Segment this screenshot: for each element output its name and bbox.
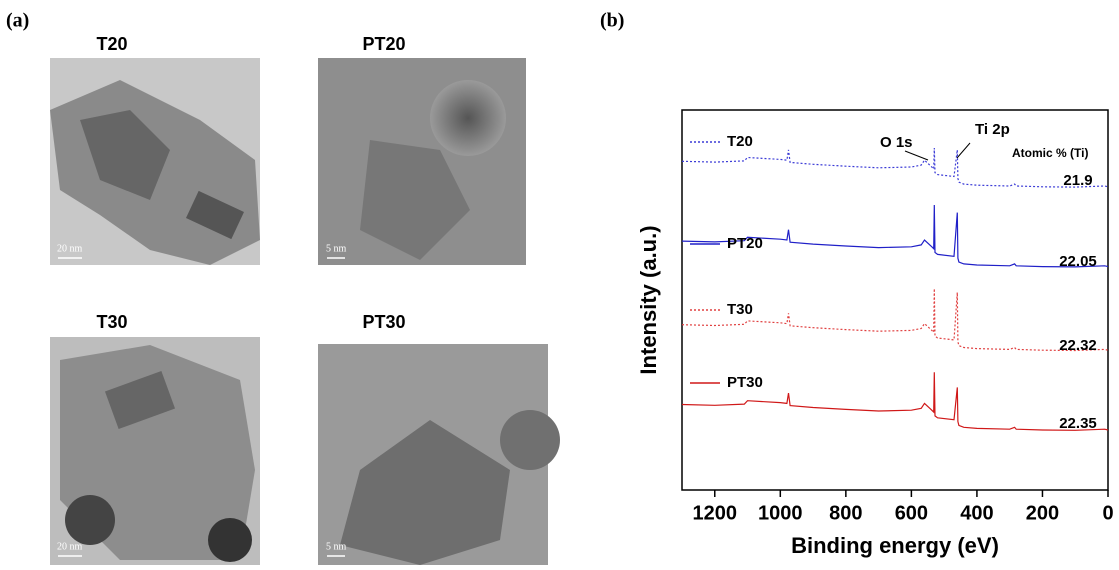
panel-label: (a) [6,10,29,32]
scale-bar-label: 20 nm [57,541,83,552]
scale-bar-label: 5 nm [326,243,347,254]
annotation: Atomic % (Ti) [1012,146,1088,160]
image-title: T30 [96,312,127,332]
atomic-percent: 22.05 [1059,253,1097,270]
tem-image [50,337,260,565]
x-tick-label: 1000 [758,502,803,524]
x-tick-label: 400 [960,502,993,524]
atomic-percent: 22.32 [1059,337,1097,354]
x-tick-label: 0 [1102,502,1113,524]
image-title: PT30 [362,312,405,332]
spectrum-line [681,204,1109,268]
atomic-percent: 22.35 [1059,415,1097,432]
plot-frame [681,109,1109,491]
x-tick-label: 600 [895,502,928,524]
image-title: PT20 [362,34,405,54]
scale-bar-label: 5 nm [326,541,347,552]
atomic-percent: 21.9 [1063,172,1092,189]
x-tick-label: 1200 [693,502,738,524]
tem-image [50,58,260,265]
spectrum-line [681,372,1109,431]
annotation: O 1s [880,134,913,151]
panel-label: (b) [600,10,624,32]
y-axis-label: Intensity (a.u.) [636,225,661,374]
spectrum-line [681,288,1109,352]
x-tick-label: 800 [829,502,862,524]
arrow [956,142,971,159]
legend-label: T30 [727,301,753,318]
legend-label: T20 [727,133,753,150]
legend-label: PT30 [727,374,763,391]
x-axis-label: Binding energy (eV) [791,533,999,558]
x-tick-label: 200 [1026,502,1059,524]
annotation: Ti 2p [975,121,1010,138]
tem-image [318,58,526,265]
legend-label: PT20 [727,235,763,252]
arrow [904,150,929,161]
scale-bar-label: 20 nm [57,243,83,254]
image-title: T20 [96,34,127,54]
spectrum-line [681,147,1109,188]
tem-image [318,344,560,565]
